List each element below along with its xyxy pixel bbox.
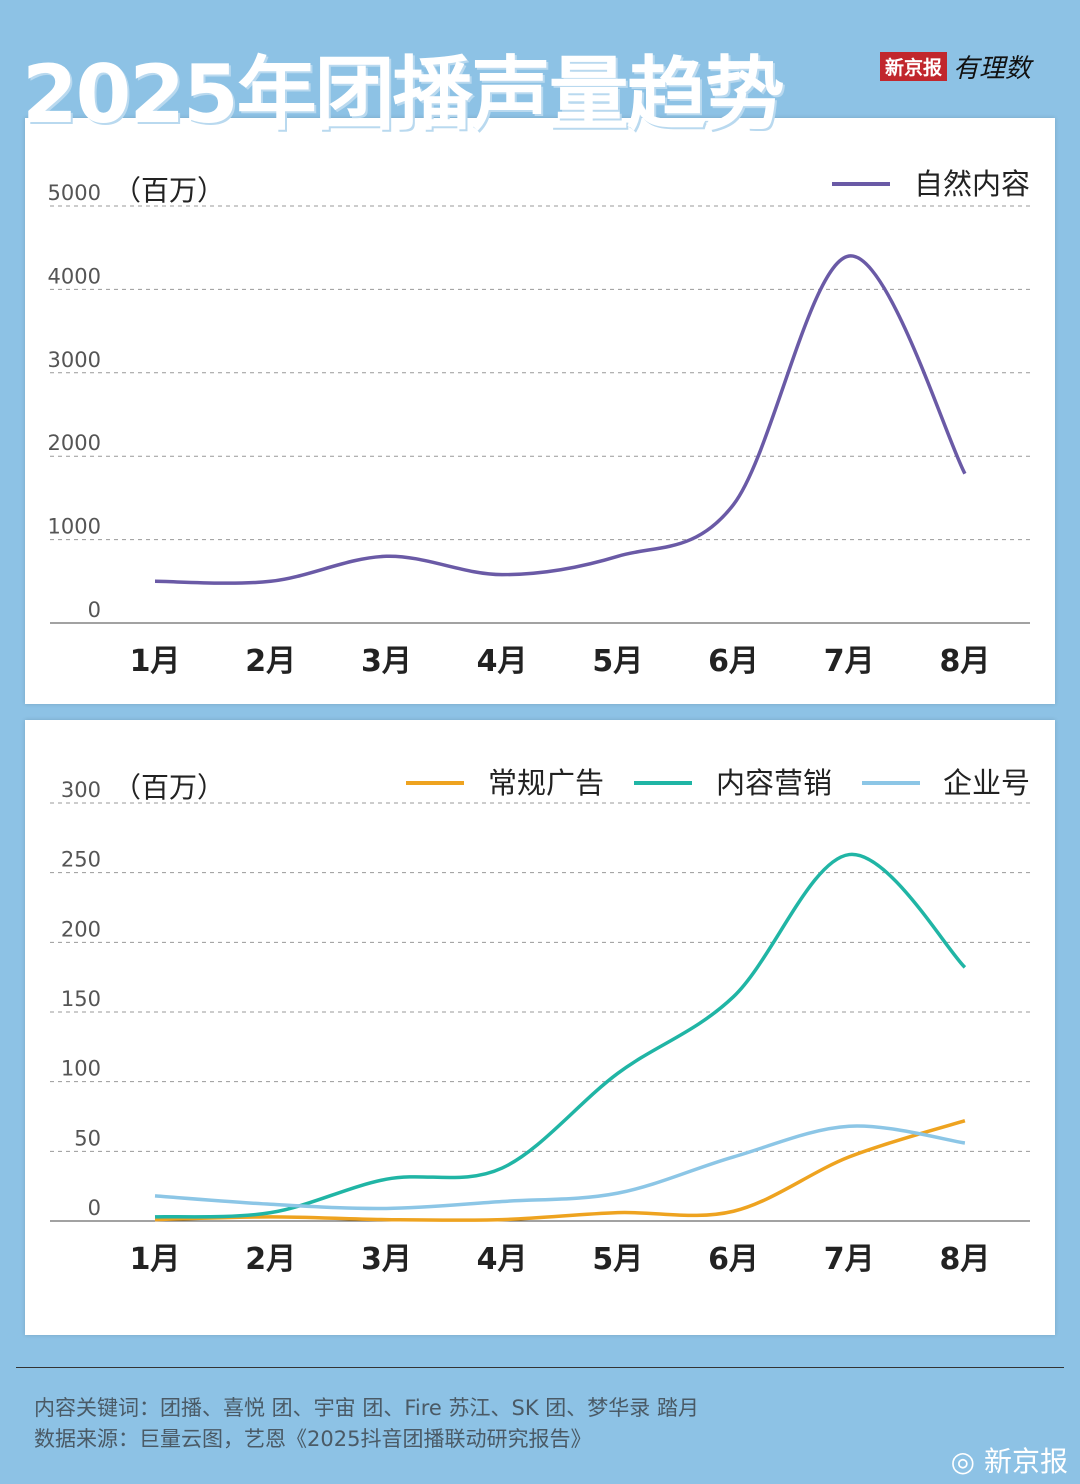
legend-label: 企业号 xyxy=(943,766,1030,800)
y-tick-label: 1000 xyxy=(48,515,101,539)
y-tick-label: 5000 xyxy=(48,181,101,205)
unit-label: （百万） xyxy=(113,174,225,207)
chart-panel-marketing: 0 50 100 150 200 250 300 （百万） 1月 2月 3月 4月 5月 6月 7月 8月 企业… xyxy=(25,720,1055,1335)
logo-brand: 新京报 xyxy=(880,52,948,81)
x-tick-label: 7月 xyxy=(824,1242,875,1277)
chart-panel-natural: 0 1000 2000 3000 4000 5000 （百万） 1月 2月 3月 4月 5月 6月 7月 8… xyxy=(25,118,1055,704)
divider xyxy=(16,1367,1064,1368)
weibo-icon: ◎ xyxy=(950,1445,976,1478)
y-tick-label: 2000 xyxy=(48,431,101,455)
watermark: ◎ 新京报 xyxy=(951,1440,1068,1480)
page-title: 2025年团播声量趋势 xyxy=(22,48,785,141)
series-line xyxy=(154,1119,966,1222)
series-line xyxy=(154,1124,966,1211)
y-tick-label: 50 xyxy=(74,1126,101,1150)
x-tick-label: 8月 xyxy=(939,644,990,679)
x-tick-label: 3月 xyxy=(361,644,412,679)
x-tick-label: 5月 xyxy=(592,644,643,679)
x-tick-label: 5月 xyxy=(592,1242,643,1277)
footer-keywords: 内容关键词：团播、喜悦 团、宇宙 团、Fire 苏江、SK 团、梦华录 踏月 xyxy=(34,1396,699,1420)
watermark-text: 新京报 xyxy=(983,1445,1068,1478)
footer-source: 数据来源：巨量云图，艺恩《2025抖音团播联动研究报告》 xyxy=(34,1427,592,1451)
x-tick-label: 2月 xyxy=(245,1242,296,1277)
y-tick-label: 0 xyxy=(88,598,101,622)
chart-natural: 0 1000 2000 3000 4000 5000 （百万） 1月 2月 3月 4月 5月 6月 7月 8… xyxy=(48,167,1030,679)
y-tick-label: 0 xyxy=(88,1196,101,1220)
x-tick-label: 8月 xyxy=(939,1242,990,1277)
y-tick-label: 4000 xyxy=(48,264,101,288)
y-tick-label: 300 xyxy=(61,778,101,802)
unit-label: （百万） xyxy=(113,771,225,804)
x-tick-label: 4月 xyxy=(477,644,528,679)
series-line xyxy=(154,852,967,1219)
legend-label: 常规广告 xyxy=(488,766,604,800)
series-line xyxy=(154,254,967,585)
logo-sub: 有理数 xyxy=(953,54,1032,84)
x-tick-label: 1月 xyxy=(130,644,181,679)
x-tick-label: 3月 xyxy=(361,1242,412,1277)
y-tick-label: 100 xyxy=(61,1057,101,1081)
x-tick-label: 1月 xyxy=(130,1242,181,1277)
y-tick-label: 150 xyxy=(61,987,101,1011)
legend-label: 内容营销 xyxy=(716,766,832,800)
logo: 新京报 有理数 xyxy=(880,48,1031,85)
legend-label: 自然内容 xyxy=(914,167,1030,201)
x-tick-label: 2月 xyxy=(245,644,296,679)
x-tick-label: 4月 xyxy=(477,1242,528,1277)
y-tick-label: 200 xyxy=(61,917,101,941)
y-tick-label: 3000 xyxy=(48,348,101,372)
x-tick-label: 7月 xyxy=(824,644,875,679)
x-tick-label: 6月 xyxy=(708,644,759,679)
x-tick-label: 6月 xyxy=(708,1242,759,1277)
y-tick-label: 250 xyxy=(61,848,101,872)
chart-marketing: 0 50 100 150 200 250 300 （百万） 1月 2月 3月 4月 5月 6月 7月 8月 企业… xyxy=(50,766,1030,1277)
